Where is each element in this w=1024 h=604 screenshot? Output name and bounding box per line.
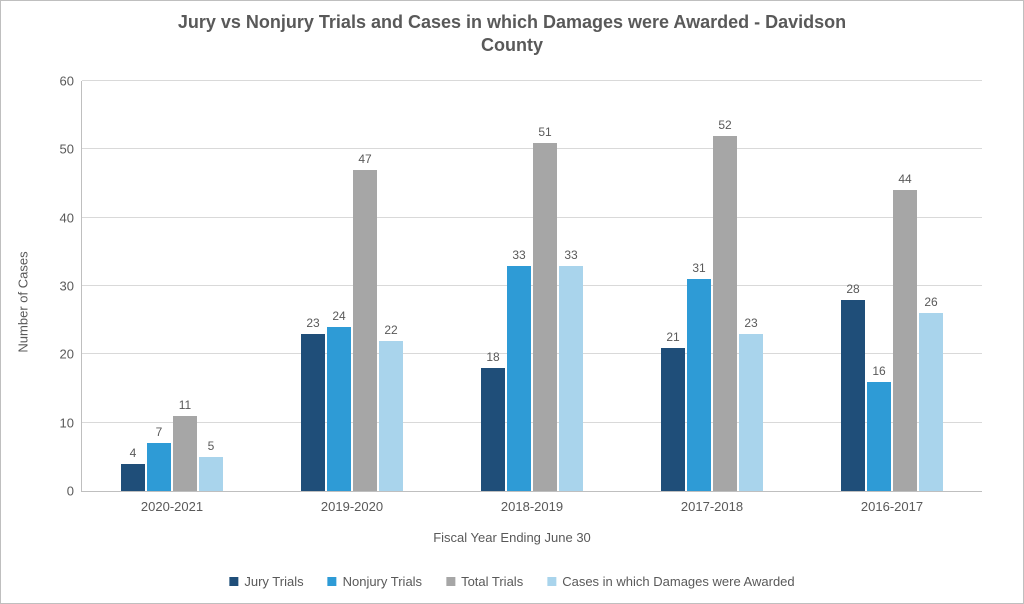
chart-container: Jury vs Nonjury Trials and Cases in whic…: [0, 0, 1024, 604]
bar-value-label: 44: [898, 172, 911, 186]
bar-value-label: 33: [564, 248, 577, 262]
bar-value-label: 23: [306, 316, 319, 330]
chart-title: Jury vs Nonjury Trials and Cases in whic…: [1, 1, 1023, 58]
bar: 44: [893, 190, 917, 491]
bar-group: 213152232017-2018: [622, 81, 802, 491]
bar: 28: [841, 300, 865, 491]
legend-swatch: [446, 577, 455, 586]
bar-value-label: 51: [538, 125, 551, 139]
bar-value-label: 16: [872, 364, 885, 378]
chart-title-line2: County: [481, 35, 543, 55]
legend-swatch: [229, 577, 238, 586]
bar-value-label: 4: [130, 446, 137, 460]
ytick-label: 50: [60, 142, 74, 157]
bar-value-label: 11: [179, 398, 191, 412]
xtick-label: 2018-2019: [501, 499, 563, 514]
legend-swatch: [328, 577, 337, 586]
xtick-label: 2020-2021: [141, 499, 203, 514]
legend-label: Total Trials: [461, 574, 523, 589]
bar: 33: [559, 266, 583, 492]
ytick-label: 60: [60, 74, 74, 89]
bar-value-label: 23: [744, 316, 757, 330]
chart-title-line1: Jury vs Nonjury Trials and Cases in whic…: [178, 12, 846, 32]
xtick-label: 2019-2020: [321, 499, 383, 514]
ytick-label: 0: [67, 484, 74, 499]
bar: 31: [687, 279, 711, 491]
legend-item: Jury Trials: [229, 574, 303, 589]
legend-label: Cases in which Damages were Awarded: [562, 574, 794, 589]
legend-item: Cases in which Damages were Awarded: [547, 574, 794, 589]
bar-value-label: 33: [512, 248, 525, 262]
xtick-label: 2016-2017: [861, 499, 923, 514]
legend: Jury Trials Nonjury Trials Total Trials Cas…: [229, 574, 794, 589]
bar: 26: [919, 313, 943, 491]
bar: 16: [867, 382, 891, 491]
bar: 11: [173, 416, 197, 491]
bar: 22: [379, 341, 403, 491]
bar: 47: [353, 170, 377, 491]
bar-value-label: 7: [156, 425, 163, 439]
plot-area: 0102030405060 471152020-2021232447222019…: [81, 81, 982, 492]
bar-value-label: 22: [384, 323, 397, 337]
bar-groups: 471152020-2021232447222019-2020183351332…: [82, 81, 982, 491]
bar: 52: [713, 136, 737, 491]
bar-value-label: 24: [332, 309, 345, 323]
bar-group: 281644262016-2017: [802, 81, 982, 491]
bar-value-label: 18: [486, 350, 499, 364]
bar-value-label: 21: [666, 330, 679, 344]
ytick-label: 30: [60, 279, 74, 294]
legend-swatch: [547, 577, 556, 586]
bar-value-label: 5: [208, 439, 215, 453]
xtick-label: 2017-2018: [681, 499, 743, 514]
bar-value-label: 52: [718, 118, 731, 132]
ytick-label: 10: [60, 415, 74, 430]
legend-label: Nonjury Trials: [343, 574, 422, 589]
bar: 23: [739, 334, 763, 491]
bar-group: 471152020-2021: [82, 81, 262, 491]
bar-value-label: 26: [924, 295, 937, 309]
bar: 24: [327, 327, 351, 491]
ytick-label: 40: [60, 210, 74, 225]
bar: 51: [533, 143, 557, 492]
ytick-label: 20: [60, 347, 74, 362]
bar: 7: [147, 443, 171, 491]
bar: 21: [661, 348, 685, 492]
bar-value-label: 47: [358, 152, 371, 166]
legend-item: Total Trials: [446, 574, 523, 589]
x-axis-title: Fiscal Year Ending June 30: [433, 530, 591, 545]
bar-group: 232447222019-2020: [262, 81, 442, 491]
y-axis-title: Number of Cases: [16, 251, 31, 352]
bar-value-label: 28: [846, 282, 859, 296]
legend-item: Nonjury Trials: [328, 574, 422, 589]
bar: 4: [121, 464, 145, 491]
bar-group: 183351332018-2019: [442, 81, 622, 491]
bar-value-label: 31: [692, 261, 705, 275]
legend-label: Jury Trials: [244, 574, 303, 589]
bar: 33: [507, 266, 531, 492]
bar: 23: [301, 334, 325, 491]
bar: 18: [481, 368, 505, 491]
bar: 5: [199, 457, 223, 491]
